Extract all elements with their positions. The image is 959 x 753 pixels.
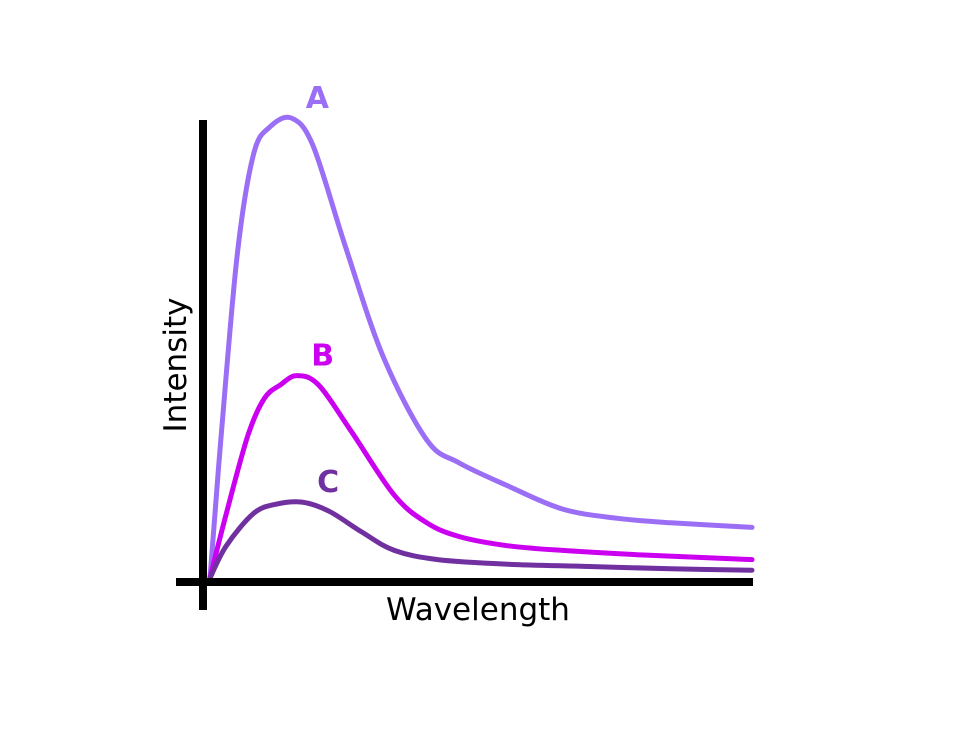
curves-layer: [207, 114, 755, 581]
series-label-a: A: [306, 81, 330, 116]
series-label-c: C: [317, 465, 339, 500]
series-line-b: [207, 373, 755, 581]
y-axis-title: Intensity: [158, 298, 194, 433]
x-axis-title: Wavelength: [386, 592, 570, 628]
labels-layer: A B C: [306, 81, 339, 500]
series-line-a: [207, 114, 755, 581]
series-label-b: B: [311, 339, 334, 374]
series-line-c: [207, 499, 755, 581]
